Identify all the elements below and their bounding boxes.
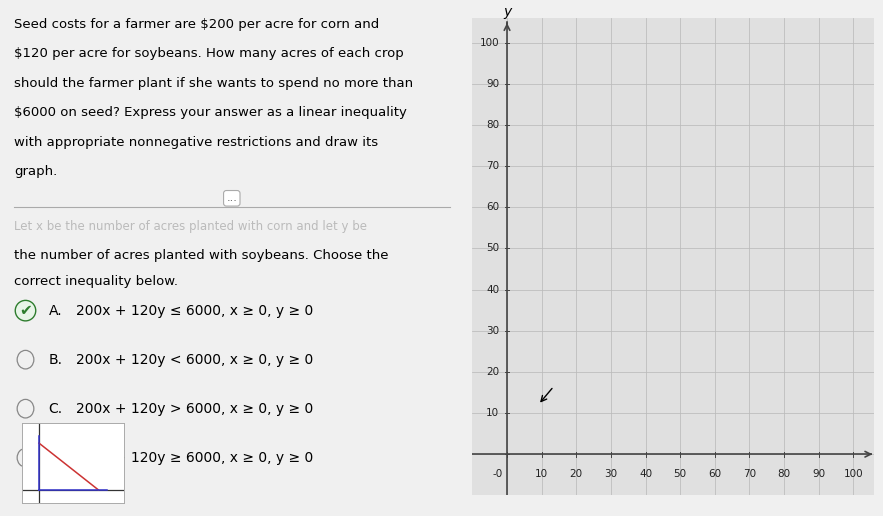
Text: 40: 40 (487, 285, 500, 295)
Text: 200x + 120y ≤ 6000, x ≥ 0, y ≥ 0: 200x + 120y ≤ 6000, x ≥ 0, y ≥ 0 (77, 303, 313, 318)
Text: 50: 50 (487, 244, 500, 253)
Text: $120 per acre for soybeans. How many acres of each crop: $120 per acre for soybeans. How many acr… (14, 47, 404, 60)
Text: 20: 20 (487, 367, 500, 377)
Text: 100: 100 (843, 469, 864, 479)
Text: B.: B. (49, 352, 63, 367)
Text: 200x + 120y ≥ 6000, x ≥ 0, y ≥ 0: 200x + 120y ≥ 6000, x ≥ 0, y ≥ 0 (77, 450, 313, 465)
Text: correct inequality below.: correct inequality below. (14, 275, 177, 287)
Text: should the farmer plant if she wants to spend no more than: should the farmer plant if she wants to … (14, 77, 413, 90)
Text: 90: 90 (812, 469, 826, 479)
Text: 30: 30 (604, 469, 617, 479)
Text: Seed costs for a farmer are $200 per acre for corn and: Seed costs for a farmer are $200 per acr… (14, 18, 379, 31)
Text: $6000 on seed? Express your answer as a linear inequality: $6000 on seed? Express your answer as a … (14, 106, 407, 119)
Text: -0: -0 (493, 469, 503, 479)
Text: D.: D. (49, 450, 64, 465)
Text: 100: 100 (479, 38, 500, 48)
Text: 200x + 120y < 6000, x ≥ 0, y ≥ 0: 200x + 120y < 6000, x ≥ 0, y ≥ 0 (77, 352, 313, 367)
Text: ...: ... (226, 194, 238, 203)
Text: 20: 20 (570, 469, 583, 479)
Text: 80: 80 (778, 469, 790, 479)
Text: 70: 70 (743, 469, 756, 479)
Text: 200x + 120y > 6000, x ≥ 0, y ≥ 0: 200x + 120y > 6000, x ≥ 0, y ≥ 0 (77, 401, 313, 416)
Text: 50: 50 (674, 469, 687, 479)
Text: 30: 30 (487, 326, 500, 336)
Text: Let x be the number of acres planted with corn and let y be: Let x be the number of acres planted wit… (14, 220, 367, 233)
Text: A.: A. (49, 303, 63, 318)
Text: the number of acres planted with soybeans. Choose the: the number of acres planted with soybean… (14, 249, 389, 262)
Text: y: y (503, 5, 511, 19)
Text: 60: 60 (487, 202, 500, 213)
Text: with appropriate nonnegative restrictions and draw its: with appropriate nonnegative restriction… (14, 136, 378, 149)
Text: 10: 10 (535, 469, 548, 479)
Text: graph.: graph. (14, 165, 57, 178)
Text: ✔: ✔ (19, 303, 32, 318)
Text: 60: 60 (708, 469, 721, 479)
Text: 70: 70 (487, 161, 500, 171)
Text: 80: 80 (487, 120, 500, 130)
Text: 10: 10 (487, 408, 500, 418)
Text: C.: C. (49, 401, 63, 416)
Text: 40: 40 (639, 469, 653, 479)
Text: 90: 90 (487, 79, 500, 89)
